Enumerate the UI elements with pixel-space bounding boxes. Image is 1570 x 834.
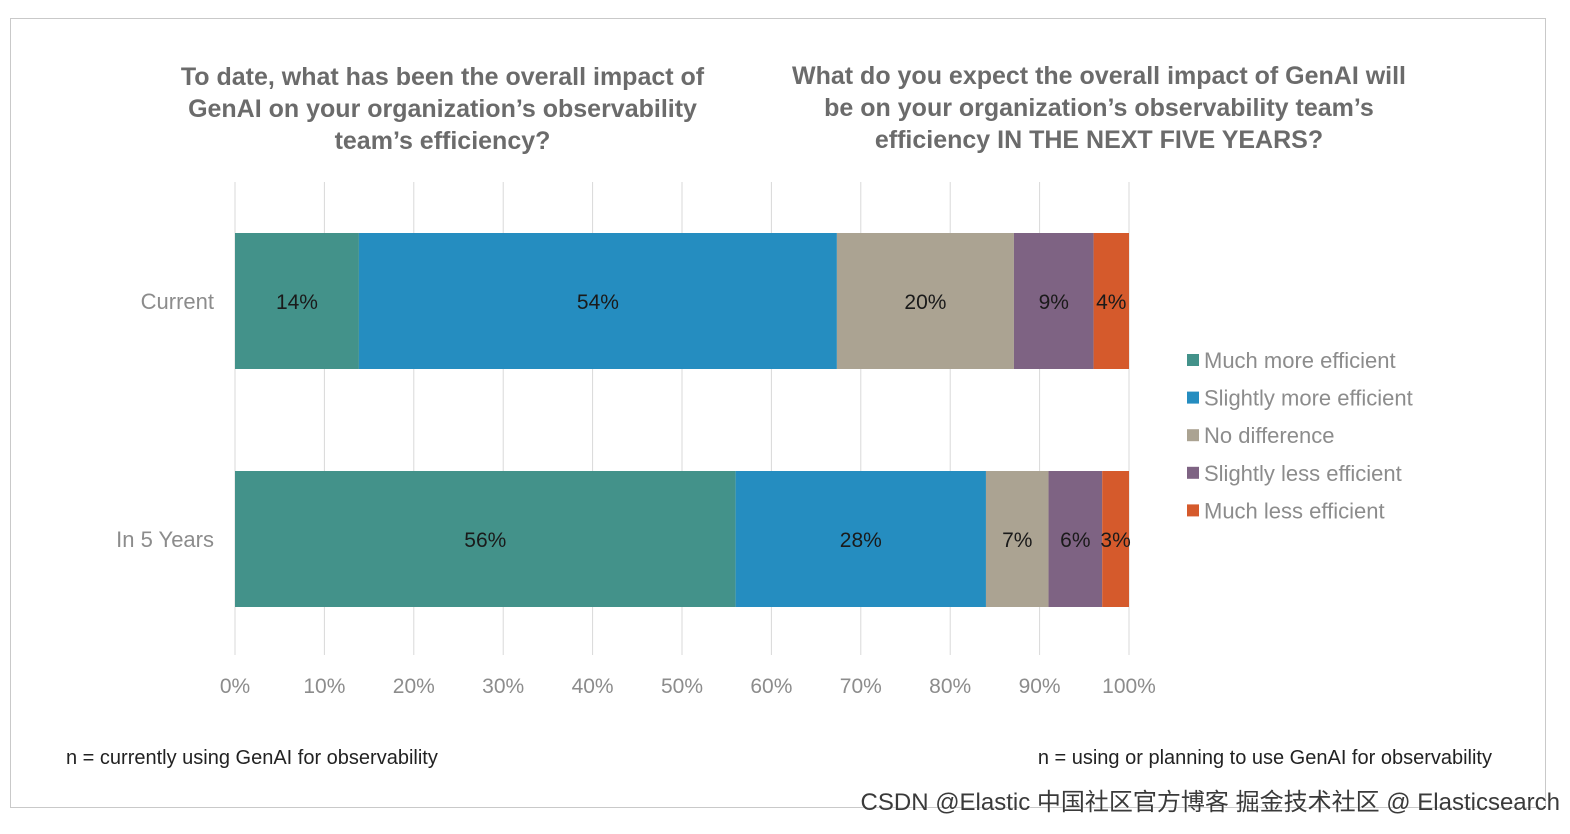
data-label: 9%	[1039, 291, 1069, 314]
x-tick-label: 60%	[750, 675, 792, 698]
bar-segment	[735, 471, 986, 607]
legend-swatch	[1187, 429, 1199, 442]
data-label: 28%	[840, 529, 882, 552]
legend-label: No difference	[1204, 423, 1334, 448]
category-label: Current	[141, 289, 214, 314]
bar-segment	[235, 233, 359, 369]
chart-title-current: To date, what has been the overall impac…	[180, 63, 705, 155]
x-tick-label: 50%	[661, 675, 703, 698]
data-label: 56%	[464, 529, 506, 552]
x-tick-label: 90%	[1019, 675, 1061, 698]
legend-swatch	[1187, 466, 1199, 479]
legend-swatch	[1187, 391, 1199, 404]
bar-segment	[1013, 233, 1094, 369]
x-tick-label: 80%	[929, 675, 971, 698]
chart-title-five-years: What do you expect the overall impact of…	[792, 62, 1406, 154]
data-label: 20%	[904, 291, 946, 314]
data-label: 4%	[1096, 291, 1126, 314]
data-label: 3%	[1100, 529, 1130, 552]
data-label: 14%	[276, 291, 318, 314]
sample-note-current: n = currently using GenAI for observabil…	[66, 747, 438, 769]
bar-segment	[1093, 233, 1129, 369]
sample-note-five-years: n = using or planning to use GenAI for o…	[1037, 747, 1492, 769]
data-label: 6%	[1060, 529, 1090, 552]
x-tick-label: 70%	[840, 675, 882, 698]
legend-label: Much less efficient	[1204, 498, 1385, 523]
bar-segment	[1102, 471, 1129, 607]
legend-swatch	[1187, 354, 1199, 366]
bar-segment	[358, 233, 837, 369]
x-tick-label: 40%	[572, 675, 614, 698]
legend-label: Much more efficient	[1204, 348, 1396, 373]
x-tick-label: 10%	[303, 675, 345, 698]
legend-label: Slightly less efficient	[1204, 461, 1402, 486]
bar-segment	[1048, 471, 1103, 607]
data-label: 7%	[1002, 529, 1032, 552]
data-label: 54%	[577, 291, 619, 314]
bar-segment	[836, 233, 1014, 369]
category-label: In 5 Years	[116, 527, 214, 552]
chart-frame	[10, 18, 1546, 808]
x-tick-label: 0%	[220, 675, 250, 698]
bar-segment	[985, 471, 1049, 607]
watermark: CSDN @Elastic 中国社区官方博客 掘金技术社区 @ Elastics…	[860, 789, 1560, 816]
x-tick-label: 30%	[482, 675, 524, 698]
legend-swatch	[1187, 504, 1199, 517]
x-tick-label: 20%	[393, 675, 435, 698]
x-tick-label: 100%	[1102, 675, 1156, 698]
legend-label: Slightly more efficient	[1204, 386, 1413, 411]
bar-segment	[235, 471, 736, 607]
